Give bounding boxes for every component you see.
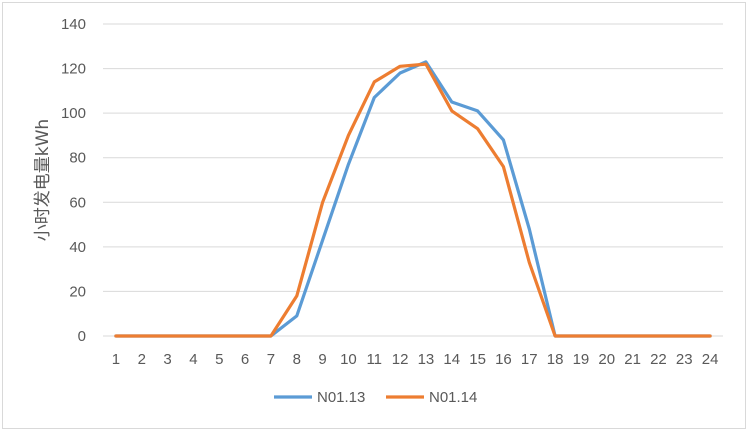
x-tick-label: 1 bbox=[112, 351, 120, 368]
x-axis-tick-labels: 1 2 3 4 5 6 7 8 9 10 11 12 13 14 15 16 17 18 19 20 21 22 23 24 bbox=[112, 351, 719, 368]
x-tick-label: 23 bbox=[676, 351, 693, 368]
x-tick-label: 18 bbox=[547, 351, 564, 368]
y-tick-label: 100 bbox=[61, 105, 86, 122]
x-tick-label: 13 bbox=[418, 351, 435, 368]
y-tick-label: 0 bbox=[78, 328, 86, 345]
gridlines bbox=[103, 23, 723, 337]
legend-label: N01.13 bbox=[317, 389, 365, 406]
y-tick-label: 80 bbox=[69, 150, 86, 167]
x-tick-label: 2 bbox=[138, 351, 146, 368]
chart-area bbox=[2, 2, 746, 429]
x-tick-label: 16 bbox=[495, 351, 512, 368]
x-tick-label: 20 bbox=[598, 351, 615, 368]
x-tick-label: 11 bbox=[366, 351, 382, 368]
x-tick-label: 3 bbox=[163, 351, 171, 368]
y-tick-label: 120 bbox=[61, 61, 86, 78]
x-tick-label: 4 bbox=[189, 351, 197, 368]
y-tick-label: 20 bbox=[69, 283, 86, 300]
y-tick-label: 140 bbox=[61, 16, 86, 33]
x-tick-label: 17 bbox=[521, 351, 538, 368]
x-tick-label: 8 bbox=[293, 351, 301, 368]
y-axis-tick-labels: 0 20 40 60 80 100 120 140 bbox=[61, 16, 86, 345]
series-lines bbox=[114, 60, 712, 338]
x-tick-label: 6 bbox=[241, 351, 249, 368]
x-tick-label: 7 bbox=[267, 351, 275, 368]
y-tick-label: 40 bbox=[69, 239, 86, 256]
x-tick-label: 5 bbox=[215, 351, 223, 368]
x-tick-label: 9 bbox=[318, 351, 326, 368]
x-tick-label: 15 bbox=[469, 351, 486, 368]
x-tick-label: 14 bbox=[443, 351, 460, 368]
y-axis-label: 小时发电量kWh bbox=[33, 119, 53, 241]
series-line-1 bbox=[114, 60, 712, 338]
legend-label: N01.14 bbox=[429, 389, 477, 406]
x-tick-label: 19 bbox=[573, 351, 590, 368]
x-tick-label: 24 bbox=[702, 351, 719, 368]
y-tick-label: 60 bbox=[69, 194, 86, 211]
series-line-2 bbox=[114, 62, 712, 338]
x-tick-label: 22 bbox=[650, 351, 667, 368]
x-tick-label: 10 bbox=[340, 351, 357, 368]
legend: N01.13 N01.14 bbox=[274, 389, 477, 406]
x-tick-label: 12 bbox=[392, 351, 409, 368]
x-tick-label: 21 bbox=[624, 351, 641, 368]
